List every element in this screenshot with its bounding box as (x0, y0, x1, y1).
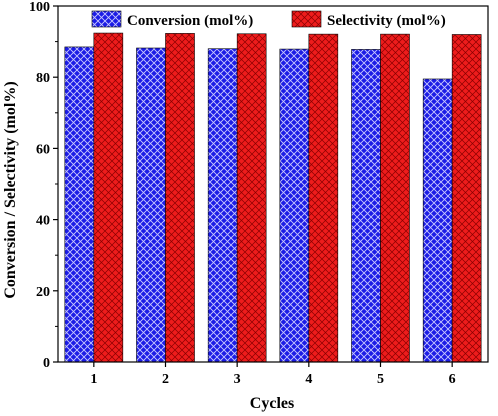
bar-conversion-2 (136, 47, 166, 363)
legend-swatch-selectivity (291, 10, 322, 28)
bar-selectivity-4 (308, 33, 339, 363)
x-tick-label: 3 (234, 372, 241, 387)
x-tick-label: 5 (377, 372, 384, 387)
bar-conversion-3 (207, 48, 238, 363)
bar-selectivity-3 (236, 33, 267, 363)
bar-conversion-4 (279, 48, 310, 363)
bar-selectivity-1 (93, 32, 124, 363)
bar-selectivity-5 (380, 33, 410, 363)
y-tick-label: 20 (36, 285, 50, 300)
y-tick-label: 40 (36, 214, 50, 229)
x-tick-label: 2 (162, 372, 169, 387)
x-tick-label: 1 (90, 372, 97, 387)
bar-selectivity-2 (165, 33, 195, 363)
axes: 0 20 40 60 80 100 1 2 3 4 5 6 (29, 0, 489, 387)
bar-group (64, 32, 482, 363)
legend-label-selectivity: Selectivity (mol%) (327, 13, 446, 29)
y-tick-label: 80 (36, 71, 50, 86)
bar-conversion-1 (64, 46, 95, 363)
x-tick-label: 6 (449, 372, 456, 387)
bar-conversion-6 (422, 78, 453, 363)
legend: Conversion (mol%) Selectivity (mol%) (91, 10, 446, 29)
x-axis-title: Cycles (250, 395, 294, 412)
bar-selectivity-6 (451, 34, 482, 363)
legend-label-conversion: Conversion (mol%) (127, 13, 253, 29)
y-tick-label: 100 (29, 0, 50, 15)
bar-conversion-5 (351, 49, 381, 363)
legend-swatch-conversion (91, 10, 122, 28)
y-axis-title: Conversion / Selectivity (mol%) (2, 81, 19, 298)
y-tick-label: 0 (43, 356, 50, 371)
y-tick-label: 60 (36, 142, 50, 157)
x-tick-label: 4 (305, 372, 312, 387)
